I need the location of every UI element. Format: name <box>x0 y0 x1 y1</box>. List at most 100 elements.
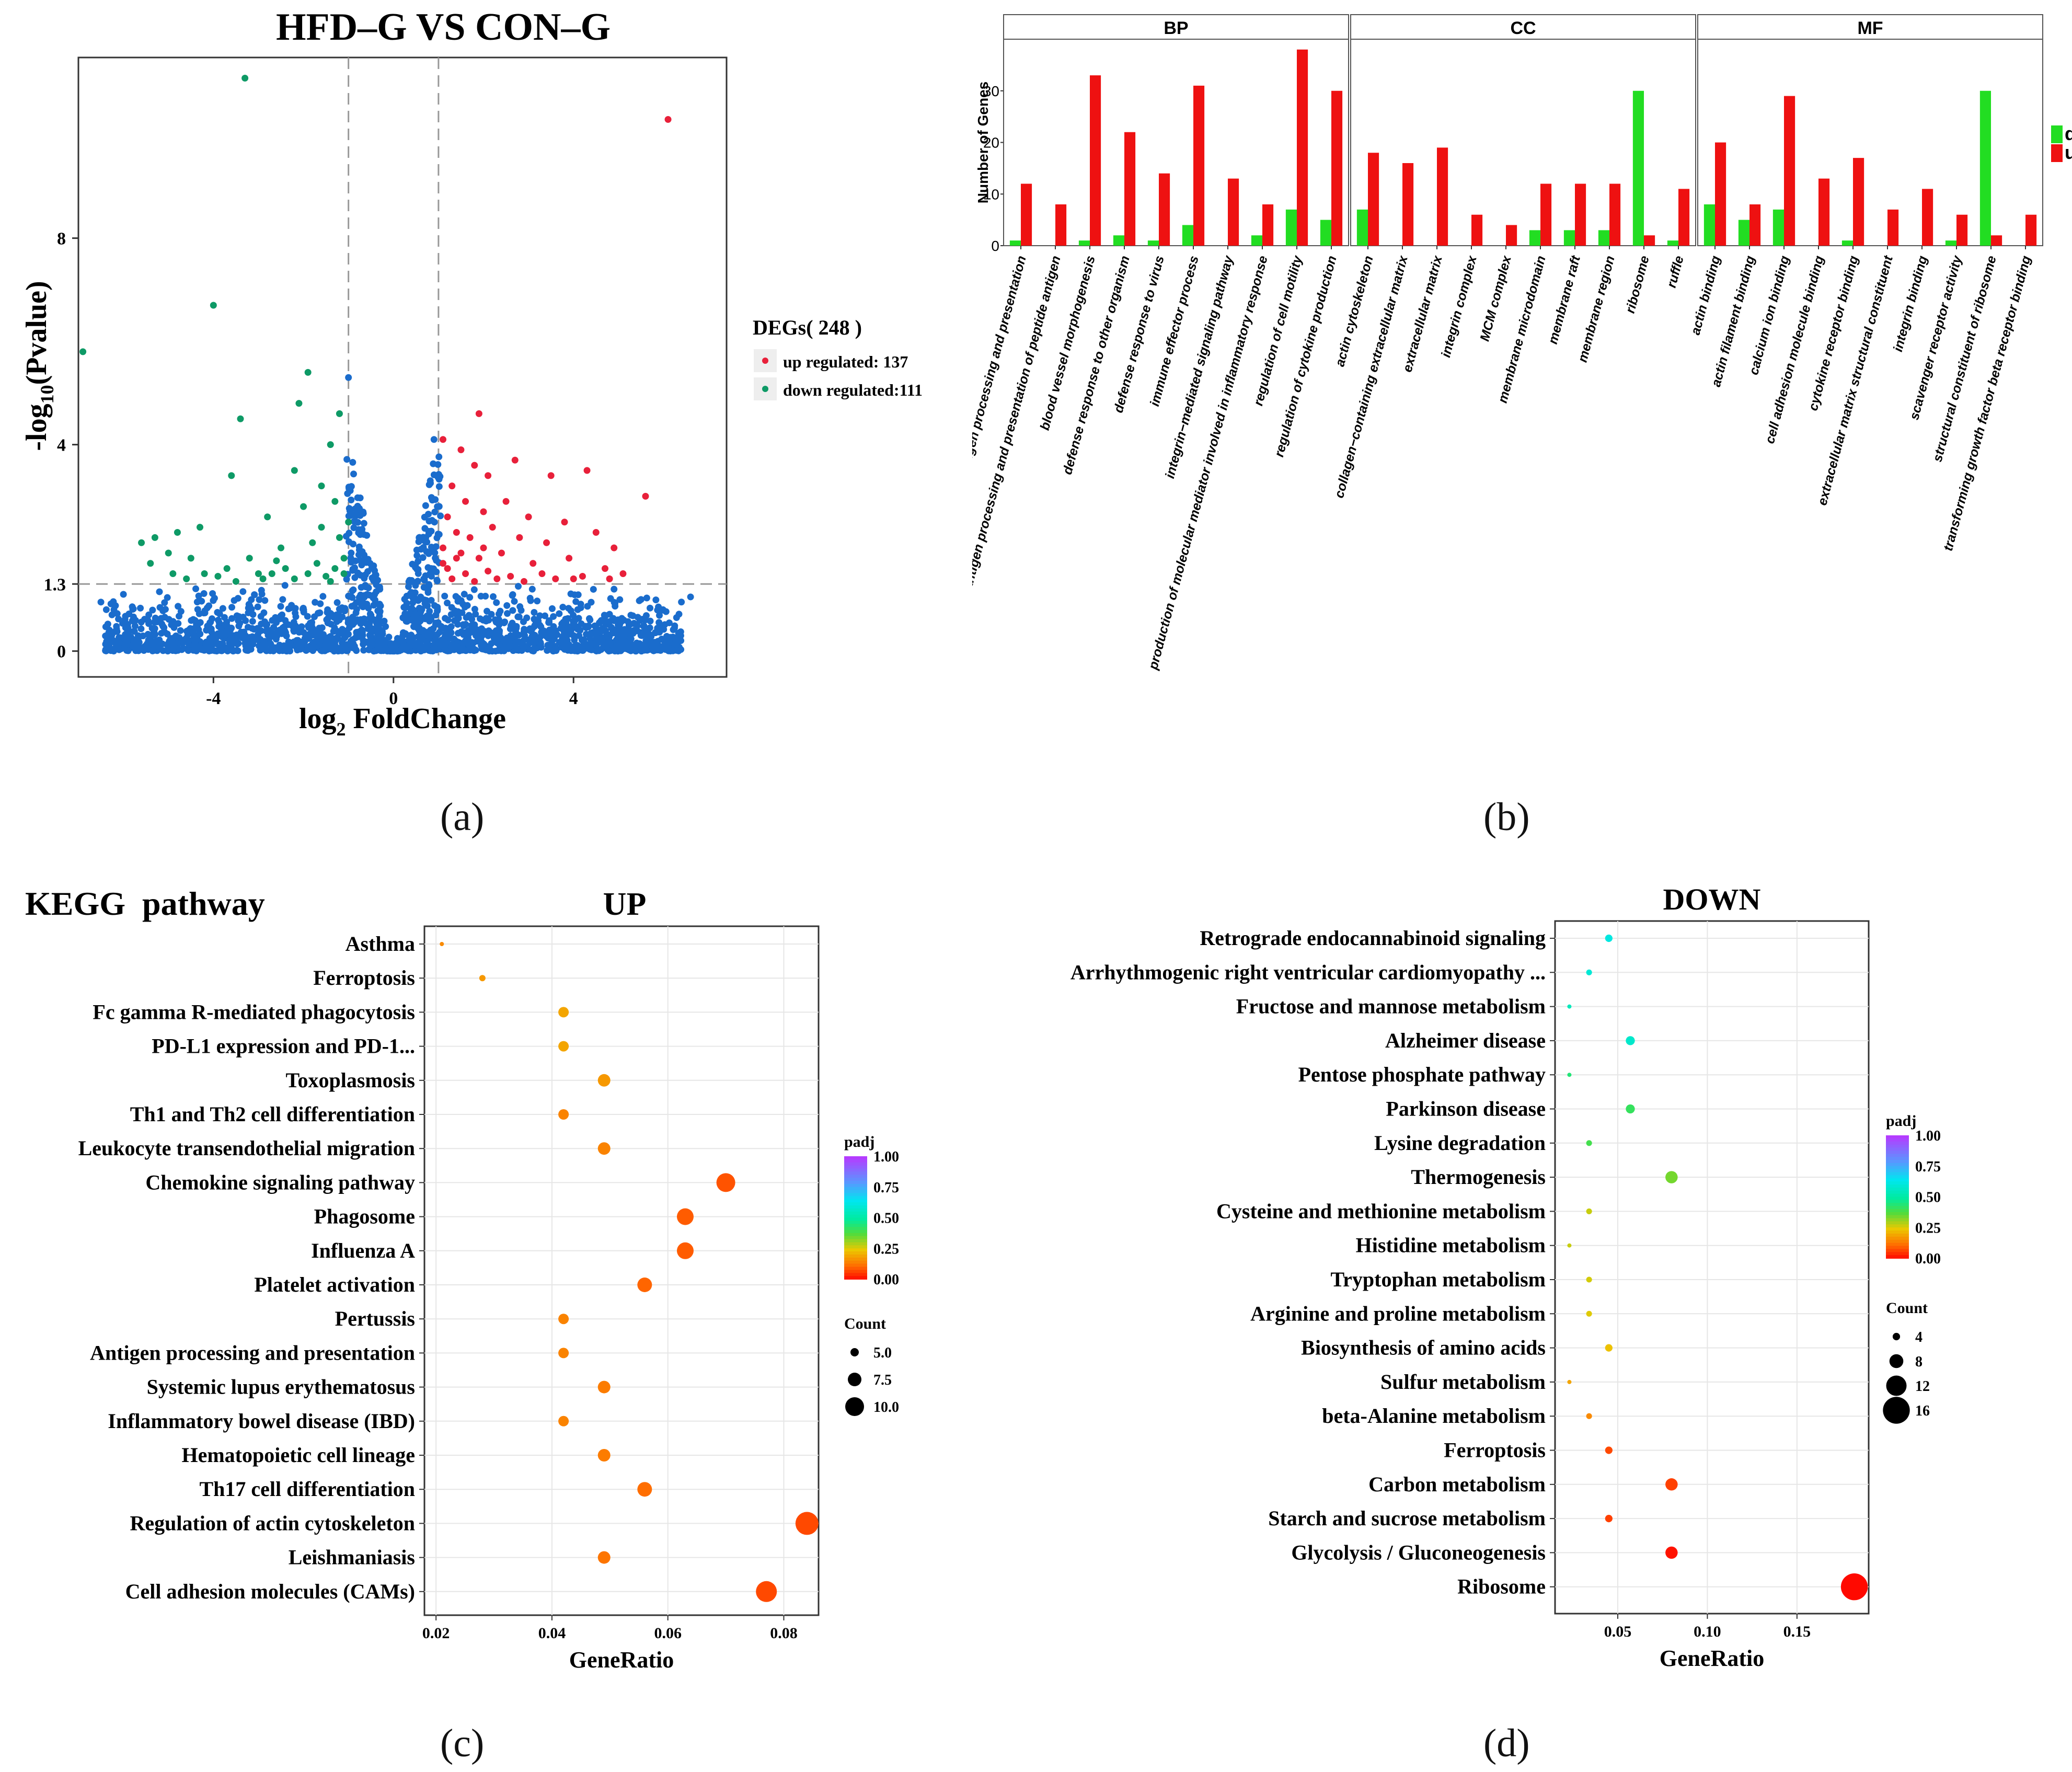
kegg-up-dot <box>597 1074 611 1087</box>
go-bar-down <box>1563 230 1575 246</box>
volcano-point-ns <box>407 605 414 612</box>
volcano-point-ns <box>424 642 431 650</box>
volcano-point-up <box>480 544 487 551</box>
volcano-point-ns <box>323 616 330 624</box>
volcano-title: HFD–G VS CON–G <box>276 6 611 49</box>
volcano-point-ns <box>577 627 584 634</box>
kegg-up-title: UP <box>603 887 647 922</box>
volcano-point-ns <box>428 597 435 604</box>
kegg-up-size-legend-label: 10.0 <box>873 1399 899 1416</box>
kegg-up-pathway-label: Platelet activation <box>254 1273 415 1296</box>
kegg-up-dot <box>558 1348 569 1359</box>
volcano-point-ns <box>250 637 258 644</box>
volcano-point-ns <box>277 603 284 610</box>
volcano-point-ns <box>350 586 357 593</box>
volcano-point-ns <box>615 645 623 652</box>
volcano-point-ns <box>509 619 516 627</box>
volcano-point-ns <box>503 602 511 609</box>
volcano-point-ns <box>376 601 383 608</box>
volcano-point-ns <box>474 638 481 645</box>
volcano-point-ns <box>175 603 182 610</box>
kegg-down-dot <box>1665 1478 1678 1491</box>
volcano-point-ns <box>587 629 594 637</box>
volcano-point-ns <box>556 639 563 646</box>
volcano-point-ns <box>642 627 650 634</box>
volcano-point-ns <box>210 637 217 644</box>
volcano-point-ns <box>424 511 432 518</box>
volcano-point-ns <box>481 641 489 649</box>
volcano-point-ns <box>441 592 448 600</box>
kegg-up-colorbar-segment <box>844 1175 867 1179</box>
kegg-up-pathway-label: Fc gamma R-mediated phagocytosis <box>93 1000 415 1023</box>
go-bar-up <box>1644 235 1655 246</box>
volcano-point-ns <box>528 585 536 593</box>
kegg-down-size-legend-dot <box>1889 1354 1904 1368</box>
volcano-point-ns <box>424 589 432 596</box>
volcano-point-ns <box>115 615 122 623</box>
kegg-down-size-legend-label: 8 <box>1915 1354 1923 1370</box>
volcano-point-ns <box>152 631 159 638</box>
kegg-up-xtick-label: 0.08 <box>770 1625 798 1642</box>
kegg-up-colorbar-segment <box>844 1181 867 1184</box>
kegg-down-colorbar-segment <box>1886 1239 1909 1244</box>
go-legend-key-down <box>2051 125 2063 143</box>
volcano-point-ns <box>219 605 226 612</box>
kegg-down-pathway-label: Sulfur metabolism <box>1380 1370 1546 1394</box>
kegg-down-title: DOWN <box>1663 882 1761 916</box>
volcano-point-ns <box>421 525 429 532</box>
volcano-point-ns <box>446 635 454 642</box>
volcano-point-ns <box>579 647 586 654</box>
volcano-point-ns <box>248 596 255 603</box>
go-bar-up <box>1956 214 1968 246</box>
kegg-down-pathway-label: Biosynthesis of amino acids <box>1301 1336 1546 1360</box>
go-facet-strip <box>1350 14 1696 40</box>
kegg-heading: KEGG pathway <box>25 885 265 922</box>
volcano-point-ns <box>498 636 505 643</box>
volcano-point-ns <box>339 613 346 620</box>
volcano-point-up <box>664 116 672 123</box>
go-bar-down <box>1598 230 1609 246</box>
volcano-point-ns <box>156 636 163 643</box>
volcano-point-ns <box>431 509 439 516</box>
kegg-up-xtick-label: 0.06 <box>654 1625 682 1642</box>
volcano-point-ns <box>116 646 123 653</box>
volcano-point-ns <box>333 627 340 635</box>
kegg-down-pathway-label: Lysine degradation <box>1374 1131 1546 1155</box>
volcano-point-ns <box>554 631 561 638</box>
volcano-point-ns <box>351 574 359 581</box>
kegg-down-pathway-label: Arrhythmogenic right ventricular cardiom… <box>1070 960 1546 984</box>
kegg-down-colorbar-segment <box>1886 1175 1909 1179</box>
volcano-point-up <box>489 524 496 531</box>
volcano-point-ns <box>122 613 129 620</box>
go-bar-up <box>1437 147 1448 246</box>
volcano-point-ns <box>523 614 531 622</box>
volcano-point-ns <box>537 623 545 630</box>
volcano-point-ns <box>425 550 432 557</box>
volcano-point-ns <box>413 619 421 626</box>
kegg-up-colorbar-segment <box>844 1214 867 1218</box>
volcano-point-ns <box>513 639 520 646</box>
volcano-point-up <box>570 575 577 582</box>
volcano-point-ns <box>544 646 551 653</box>
volcano-point-ns <box>279 596 286 603</box>
kegg-up-colorbar-segment <box>844 1190 867 1194</box>
volcano-point-down <box>232 578 239 585</box>
volcano-point-ns <box>262 646 270 653</box>
volcano-point-ns <box>349 459 356 466</box>
volcano-point-ns <box>350 540 357 548</box>
kegg-down-colorbar-segment <box>1886 1169 1909 1173</box>
volcano-ytick-label: 8 <box>57 229 66 249</box>
volcano-point-up <box>466 534 474 541</box>
volcano-point-ns <box>577 604 584 612</box>
kegg-up-colorbar-tick: 0.50 <box>873 1211 899 1227</box>
kegg-down-dot <box>1840 1573 1868 1601</box>
volcano-point-ns <box>537 640 544 648</box>
volcano-point-ns <box>217 647 224 654</box>
kegg-down-size-legend-dot <box>1883 1397 1910 1424</box>
go-bar-up <box>1368 153 1379 246</box>
volcano-point-ns <box>660 606 667 614</box>
volcano-point-up <box>619 570 627 577</box>
volcano-point-up <box>440 436 446 443</box>
volcano-point-ns <box>336 605 343 613</box>
kegg-down-colorbar-segment <box>1886 1141 1909 1145</box>
